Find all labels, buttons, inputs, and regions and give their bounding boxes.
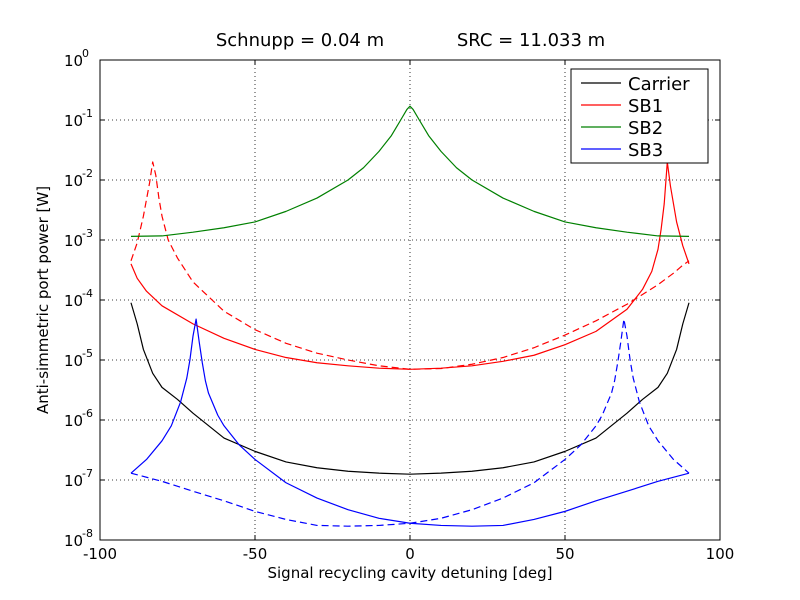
y-tick-label-exponent: 0 (82, 47, 89, 60)
y-tick-label-exponent: -5 (82, 347, 93, 360)
y-tick-label-exponent: -4 (82, 287, 93, 300)
y-tick-label-exponent: -3 (82, 227, 93, 240)
y-tick-label-base: 10 (64, 352, 83, 370)
y-tick-label-exponent: -8 (82, 527, 93, 540)
x-tick-labels: -100 -50 0 50 100 (83, 545, 734, 563)
y-tick-label-base: 10 (64, 292, 83, 310)
y-tick-label-base: 10 (64, 232, 83, 250)
y-tick-label: 100 (64, 47, 89, 70)
axis-ticks (99, 59, 721, 541)
y-tick-label-base: 10 (64, 112, 83, 130)
x-tick-label: -100 (83, 545, 117, 563)
y-tick-label-base: 10 (64, 472, 83, 490)
x-axis-label: Signal recycling cavity detuning [deg] (267, 564, 552, 582)
y-tick-label-exponent: -6 (82, 407, 93, 420)
y-tick-label: 10-5 (64, 347, 93, 370)
legend-label: SB3 (628, 140, 663, 161)
x-tick-label: 50 (555, 545, 574, 563)
y-tick-label-base: 10 (64, 412, 83, 430)
y-tick-label: 10-2 (64, 167, 93, 190)
legend-label: SB1 (628, 96, 663, 117)
y-tick-label: 10-7 (64, 467, 93, 490)
title-part-src: SRC = 11.033 m (457, 30, 605, 51)
y-tick-label-base: 10 (64, 52, 83, 70)
y-tick-label-base: 10 (64, 532, 83, 550)
legend-item-sb2: SB2 (581, 118, 663, 139)
x-tick-label: 0 (405, 545, 415, 563)
legend-label: Carrier (628, 74, 690, 95)
legend-item-sb3: SB3 (581, 140, 663, 161)
y-axis-label: Anti-simmetric port power [W] (34, 186, 52, 414)
chart-title: Schnupp = 0.04 m SRC = 11.033 m (216, 30, 605, 51)
y-tick-label-exponent: -7 (82, 467, 93, 480)
series-line-dashed-2 (130, 161, 690, 370)
y-tick-label-base: 10 (64, 172, 83, 190)
legend-label: SB2 (628, 118, 663, 139)
y-tick-label: 10-8 (64, 527, 93, 550)
series-line-sb3 (130, 318, 690, 527)
y-tick-label: 10-6 (64, 407, 93, 430)
legend-box (570, 68, 709, 164)
series-line-carrier (130, 302, 690, 475)
y-tick-label-exponent: -1 (82, 107, 93, 120)
y-tick-label-exponent: -2 (82, 167, 93, 180)
series-layer (130, 105, 690, 527)
y-tick-label: 10-1 (64, 107, 93, 130)
y-tick-label: 10-4 (64, 287, 93, 310)
y-tick-label: 10-3 (64, 227, 93, 250)
x-tick-label: -50 (243, 545, 268, 563)
legend-item-carrier: Carrier (581, 74, 690, 95)
title-part-schnupp: Schnupp = 0.04 m (216, 30, 384, 51)
series-line-dashed-5 (130, 318, 690, 527)
legend-item-sb1: SB1 (581, 96, 663, 117)
x-tick-label: 100 (706, 545, 735, 563)
series-line-sb2 (130, 105, 690, 237)
series-line-sb1 (130, 161, 690, 370)
